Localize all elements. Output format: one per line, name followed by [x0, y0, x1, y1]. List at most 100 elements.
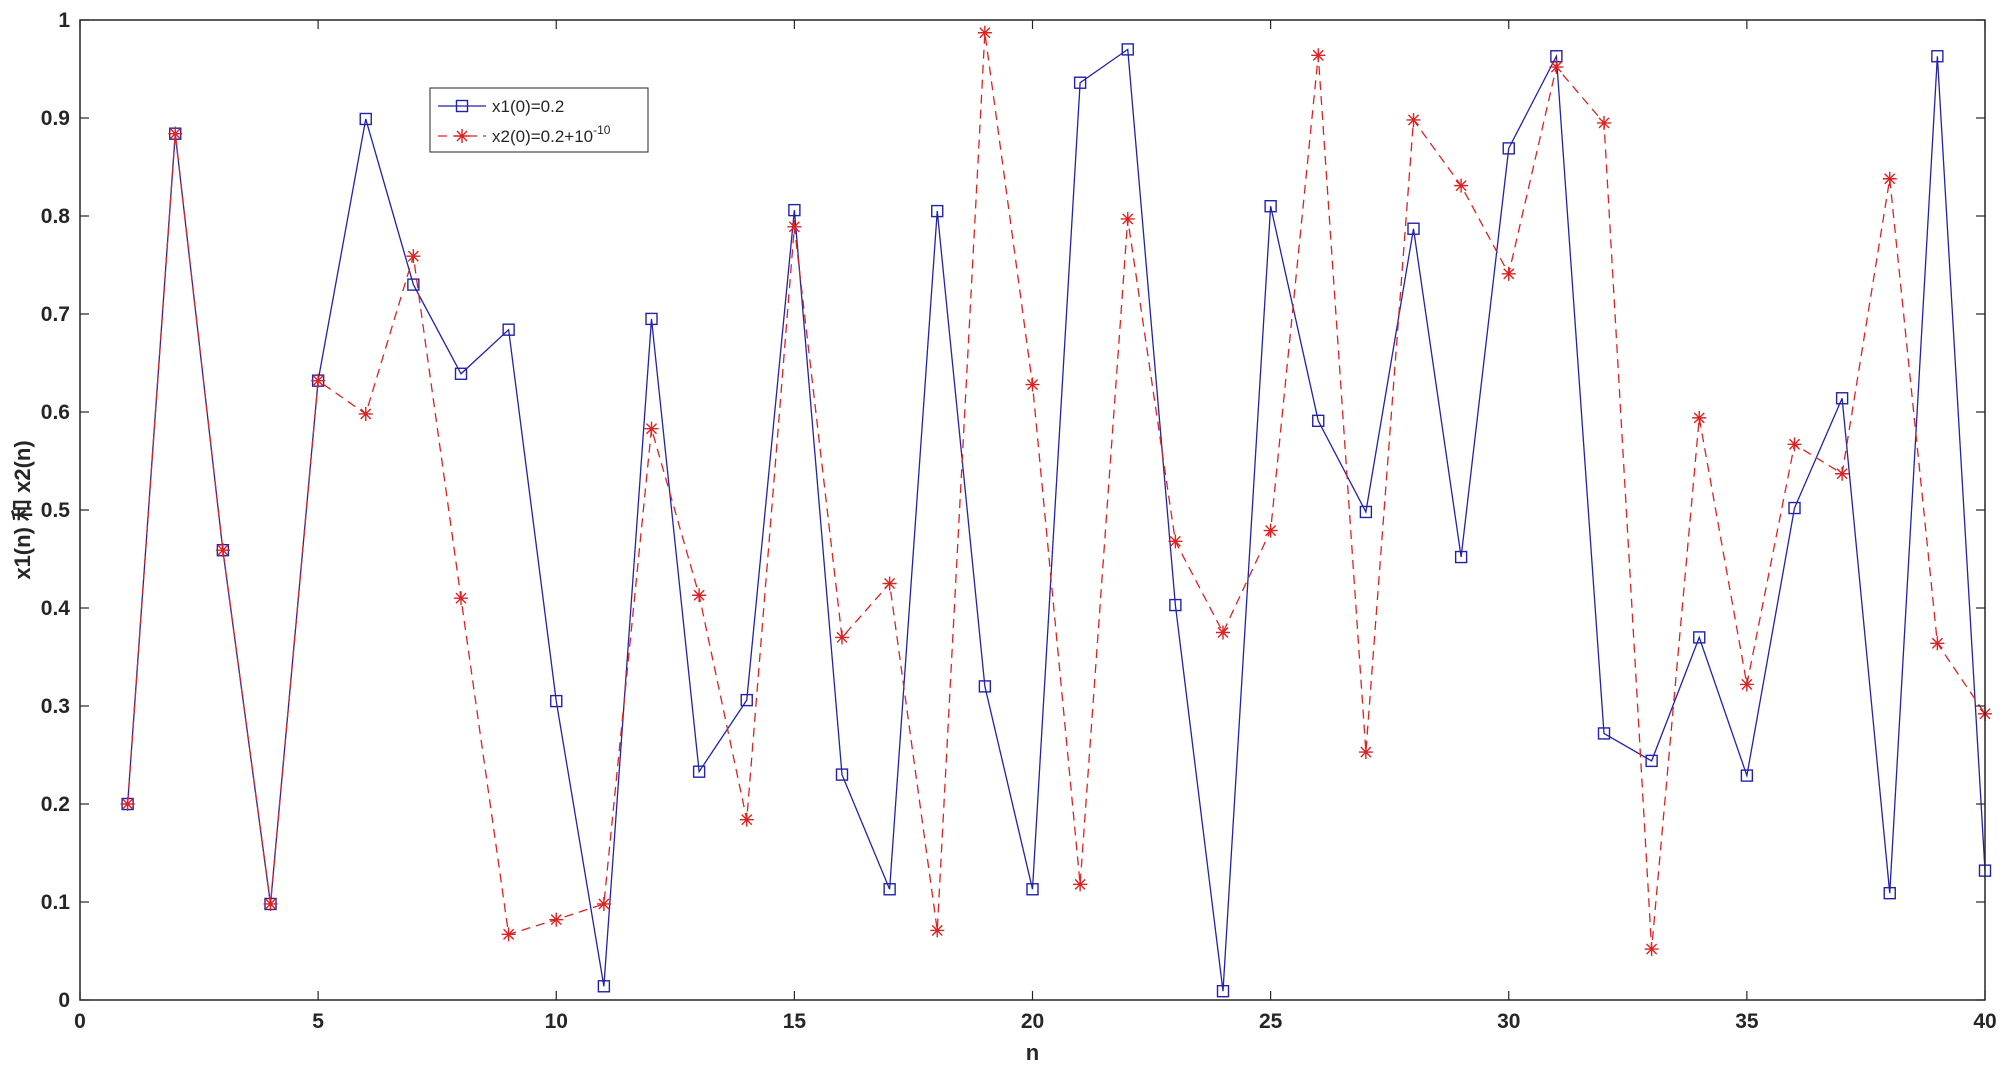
legend: x1(0)=0.2 x2(0)=0.2+10-10	[429, 87, 649, 153]
series-2-point	[1311, 48, 1326, 63]
series-2-point	[1120, 211, 1135, 226]
legend-label-1: x1(0)=0.2	[492, 97, 564, 116]
series-1-point	[883, 883, 896, 896]
series-2-point	[120, 797, 135, 811]
series-1-point	[359, 112, 372, 126]
x-tick-label: 5	[312, 1010, 324, 1033]
y-tick-label: 1	[58, 9, 70, 32]
series-1-point	[1597, 727, 1611, 740]
series-1-point	[645, 312, 658, 326]
series-2-point	[1454, 178, 1469, 193]
plot-lines	[120, 25, 1992, 998]
series-1-point	[1407, 222, 1420, 235]
series-1-point	[931, 204, 944, 218]
series-1-point	[740, 693, 753, 707]
legend-marker-1	[455, 99, 469, 113]
y-tick-label: 0.4	[41, 597, 71, 620]
series-1	[121, 43, 1992, 998]
x-tick-label: 30	[1497, 1010, 1520, 1033]
series-1-point	[1264, 199, 1277, 213]
series-2-point	[835, 630, 849, 645]
series-2-point	[358, 406, 373, 421]
series-2-point	[692, 588, 707, 603]
series-2-point	[454, 591, 468, 606]
axes-frame	[79, 19, 1986, 1001]
series-2-point	[1025, 377, 1040, 392]
y-tick-label: 0.2	[41, 793, 70, 816]
series-1-point	[1740, 769, 1754, 782]
y-tick-label: 0.3	[41, 695, 70, 718]
tick-labels: 0 5 10 15 20 25 30 35 40 0 0.1 0.2 0.3 0.4 0.5 0.6 0.7 0.…	[41, 9, 1997, 1033]
legend-marker-2	[455, 129, 469, 143]
series-2-point	[1597, 115, 1611, 130]
series-1-point	[1359, 505, 1373, 519]
series-2-point	[1358, 745, 1373, 760]
x-tick-label: 35	[1735, 1010, 1759, 1033]
series-1-point	[1883, 886, 1896, 900]
series-2-point	[977, 25, 992, 40]
x-tick-label: 20	[1021, 1010, 1044, 1033]
series-1-line	[126, 48, 1986, 992]
series-2-point	[406, 249, 421, 264]
series-2-point	[1501, 266, 1516, 281]
series-1-point	[1121, 43, 1134, 56]
series-1-point	[454, 367, 468, 380]
series-1-point	[1931, 50, 1944, 63]
y-tick-label: 0.6	[41, 401, 70, 424]
x-tick-label: 10	[545, 1010, 568, 1033]
legend-box	[429, 87, 649, 153]
series-2-point	[1787, 437, 1802, 452]
y-tick-label: 0.5	[41, 499, 71, 522]
series-1-point	[407, 278, 420, 291]
series-1-point	[502, 323, 515, 336]
y-tick-label: 0.7	[41, 303, 70, 326]
series-1-point	[597, 980, 611, 993]
series-2-point	[1739, 677, 1754, 692]
series-2-point	[1216, 625, 1230, 640]
y-tick-label: 0	[58, 989, 70, 1012]
series-1-point	[1073, 76, 1087, 89]
series-1-point	[978, 680, 992, 693]
series-1-point	[1502, 142, 1515, 155]
series-2-point	[263, 896, 278, 911]
series-2-point	[787, 219, 802, 234]
x-tick-label: 40	[1973, 1010, 1996, 1033]
series-2-point	[930, 923, 945, 938]
series-1-point	[1788, 501, 1801, 515]
series-2-point	[1644, 942, 1659, 957]
series-1-point	[692, 765, 706, 778]
legend-label-2: x2(0)=0.2+10-10	[492, 123, 611, 146]
series-2-point	[1406, 112, 1421, 127]
y-tick-label: 0.8	[41, 205, 71, 228]
series-2-point	[549, 912, 564, 927]
series-1-point	[1454, 550, 1468, 564]
series-2-point	[1168, 534, 1183, 549]
series-1-point	[1216, 984, 1230, 998]
series-2-point	[1073, 877, 1088, 892]
series-2-point	[882, 576, 897, 591]
series-2-line	[126, 32, 1986, 950]
series-1-point	[1645, 754, 1658, 768]
series-2-point	[501, 927, 516, 942]
series-1-point	[1169, 598, 1182, 612]
y-axis-label: x1(n) 和 x2(n)	[10, 440, 35, 579]
x-axis-label: n	[1026, 1040, 1039, 1065]
series-2-point	[739, 812, 754, 827]
series-1-point	[1026, 883, 1039, 896]
series-1-point	[1835, 392, 1849, 405]
series-2-point	[596, 896, 611, 911]
series-2-point	[311, 373, 326, 388]
series-1-point	[835, 768, 849, 781]
series-2-point	[644, 421, 659, 436]
tick-marks	[79, 19, 1986, 1001]
series-1-point	[550, 694, 563, 708]
series-2-point	[1930, 636, 1945, 651]
series-2-point	[1835, 466, 1850, 481]
y-tick-label: 0.9	[41, 107, 70, 130]
x-tick-label: 0	[74, 1010, 86, 1033]
series-1-point	[1312, 414, 1325, 428]
x-tick-label: 25	[1259, 1010, 1283, 1033]
series-2-point	[1549, 60, 1564, 75]
legend-superscript: -10	[593, 123, 611, 137]
